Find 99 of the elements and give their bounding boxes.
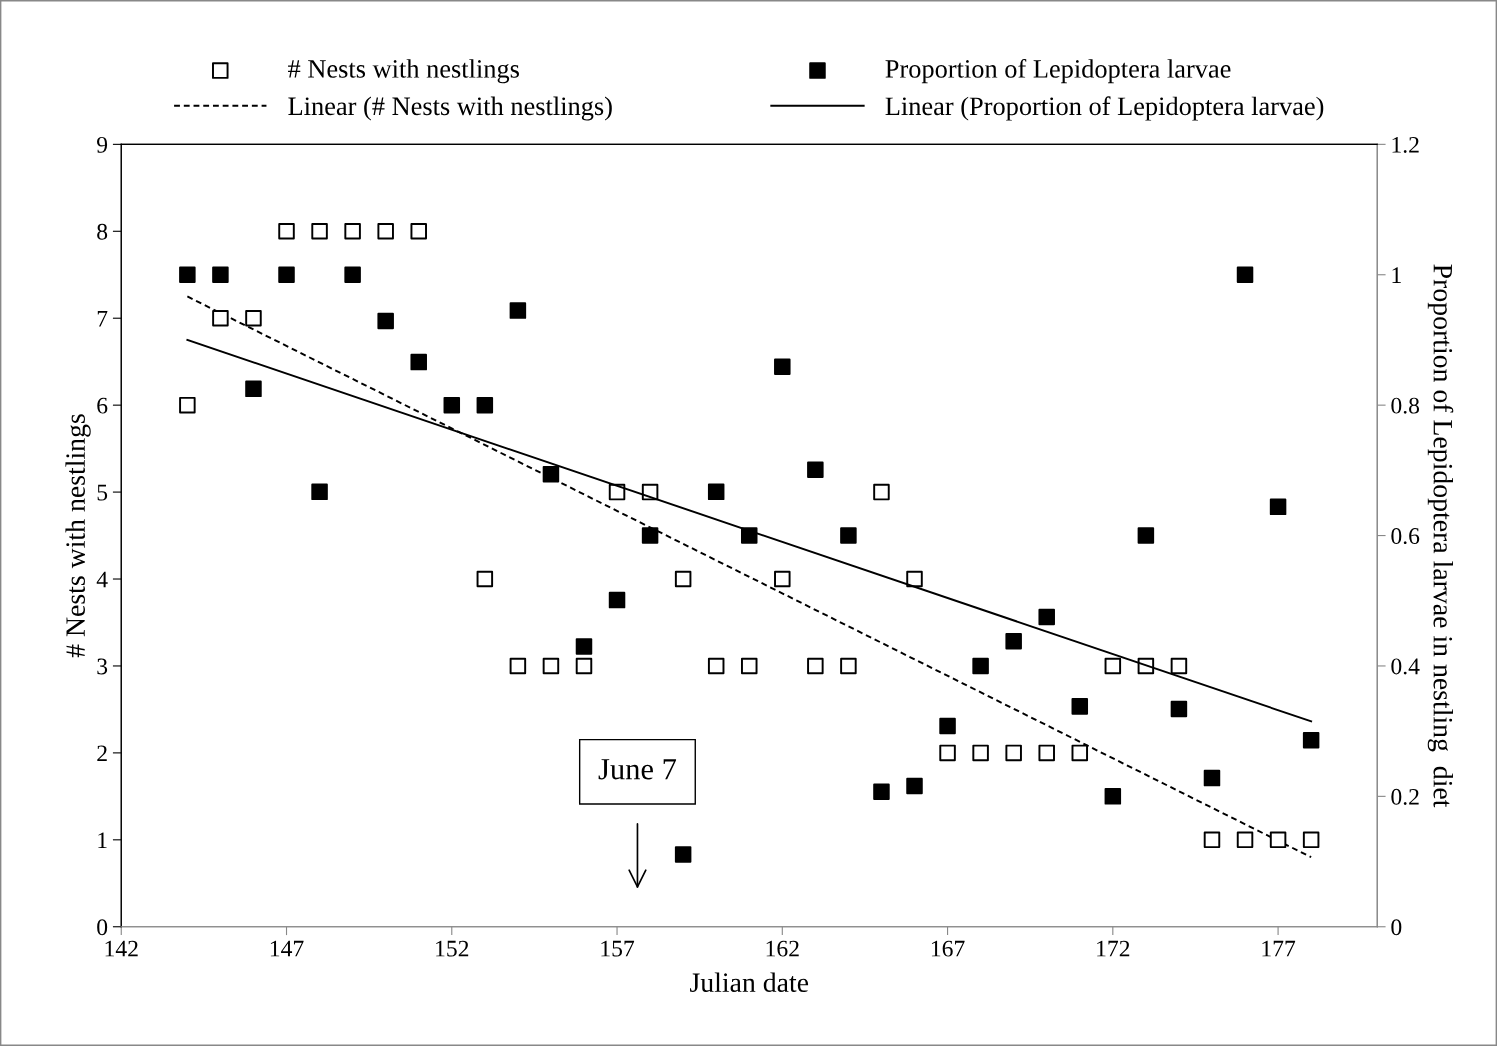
point xyxy=(873,483,890,501)
point xyxy=(707,483,725,501)
point xyxy=(1038,744,1055,762)
point xyxy=(575,657,593,675)
legend-label: Linear (Proportion of Lepidoptera larvae) xyxy=(885,96,1324,121)
point xyxy=(575,638,593,655)
point xyxy=(344,266,361,283)
point xyxy=(972,744,989,762)
point xyxy=(377,312,394,330)
point xyxy=(807,461,824,478)
point xyxy=(278,266,295,283)
y2-axis-title: Proportion of Lepidoptera larvae in nestling diet xyxy=(1427,264,1454,808)
point xyxy=(509,657,527,675)
x-tick-label: 177 xyxy=(1262,940,1296,957)
y2-tick-label: 0.8 xyxy=(1391,397,1420,414)
y2-tick-label: 0 xyxy=(1391,919,1402,936)
point xyxy=(212,266,229,283)
y2-tick-label: 0.6 xyxy=(1391,528,1420,545)
point xyxy=(840,527,857,544)
y2-tick-label: 0.4 xyxy=(1391,658,1420,675)
point xyxy=(741,657,758,675)
point xyxy=(476,570,494,588)
point xyxy=(674,846,692,863)
point xyxy=(807,657,824,675)
point xyxy=(1302,732,1320,749)
point xyxy=(311,223,328,240)
legend-label: Linear (# Nests with nestlings) xyxy=(288,96,612,121)
point xyxy=(939,744,956,762)
point xyxy=(774,570,791,588)
point xyxy=(311,483,328,501)
point xyxy=(707,657,725,675)
point xyxy=(278,223,295,240)
x-axis-title: Julian date xyxy=(690,972,809,993)
y2-tick-label: 1 xyxy=(1392,267,1401,283)
point xyxy=(377,223,394,240)
point xyxy=(972,657,989,675)
legend-label: # Nests with nestlings xyxy=(288,59,519,84)
point xyxy=(245,309,262,327)
y-tick-label: 9 xyxy=(97,136,108,153)
point xyxy=(1170,657,1188,675)
y2-tick-label: 0.2 xyxy=(1391,788,1419,805)
point xyxy=(1269,831,1287,849)
point xyxy=(1269,498,1287,516)
point xyxy=(906,570,923,588)
point xyxy=(1302,831,1320,849)
point xyxy=(1236,266,1254,283)
point xyxy=(1005,744,1022,762)
y-tick-label: 0 xyxy=(97,919,108,936)
point xyxy=(476,396,494,414)
x-tick-label: 152 xyxy=(436,940,469,957)
x-tick-label: 147 xyxy=(270,940,304,957)
point xyxy=(608,591,626,609)
point xyxy=(674,570,692,588)
y-tick-label: 1 xyxy=(98,832,107,849)
point xyxy=(1137,527,1155,544)
point xyxy=(939,717,956,735)
point xyxy=(509,302,527,319)
point xyxy=(1104,788,1122,805)
point xyxy=(774,358,791,375)
point xyxy=(245,380,262,398)
point xyxy=(179,266,196,283)
y-tick-label: 7 xyxy=(97,310,108,327)
y-tick-label: 2 xyxy=(97,745,107,762)
y-tick-label: 6 xyxy=(97,397,108,414)
point xyxy=(443,396,461,414)
point xyxy=(344,223,361,240)
point xyxy=(542,657,560,675)
point xyxy=(212,309,229,327)
annotation: June 7 xyxy=(598,759,677,780)
y-tick-label: 3 xyxy=(97,658,108,675)
y-tick-label: 4 xyxy=(96,571,108,588)
point xyxy=(542,466,560,483)
point xyxy=(873,783,890,801)
y2-tick-label: 1.2 xyxy=(1392,136,1419,153)
y-tick-label: 8 xyxy=(97,223,108,240)
point xyxy=(179,396,196,414)
legend-label: Proportion of Lepidoptera larvae xyxy=(885,58,1231,84)
point xyxy=(1203,831,1221,849)
point xyxy=(1071,698,1089,715)
point xyxy=(410,353,427,371)
x-tick-label: 157 xyxy=(601,940,635,957)
point xyxy=(741,527,758,544)
point xyxy=(1104,657,1122,675)
point xyxy=(906,777,923,795)
x-tick-label: 162 xyxy=(766,940,799,957)
point xyxy=(1038,608,1055,626)
point xyxy=(410,223,427,240)
x-tick-label: 172 xyxy=(1097,940,1130,957)
point xyxy=(1170,700,1188,718)
y-tick-label: 5 xyxy=(97,484,108,501)
point xyxy=(1071,744,1089,762)
point xyxy=(840,657,857,675)
point xyxy=(1236,831,1254,849)
point xyxy=(1203,769,1221,787)
point xyxy=(1005,632,1022,650)
x-tick-label: 167 xyxy=(931,940,965,957)
y-axis-title: # Nests with nestlings xyxy=(65,414,91,658)
point xyxy=(641,527,659,544)
x-tick-label: 142 xyxy=(105,940,138,957)
